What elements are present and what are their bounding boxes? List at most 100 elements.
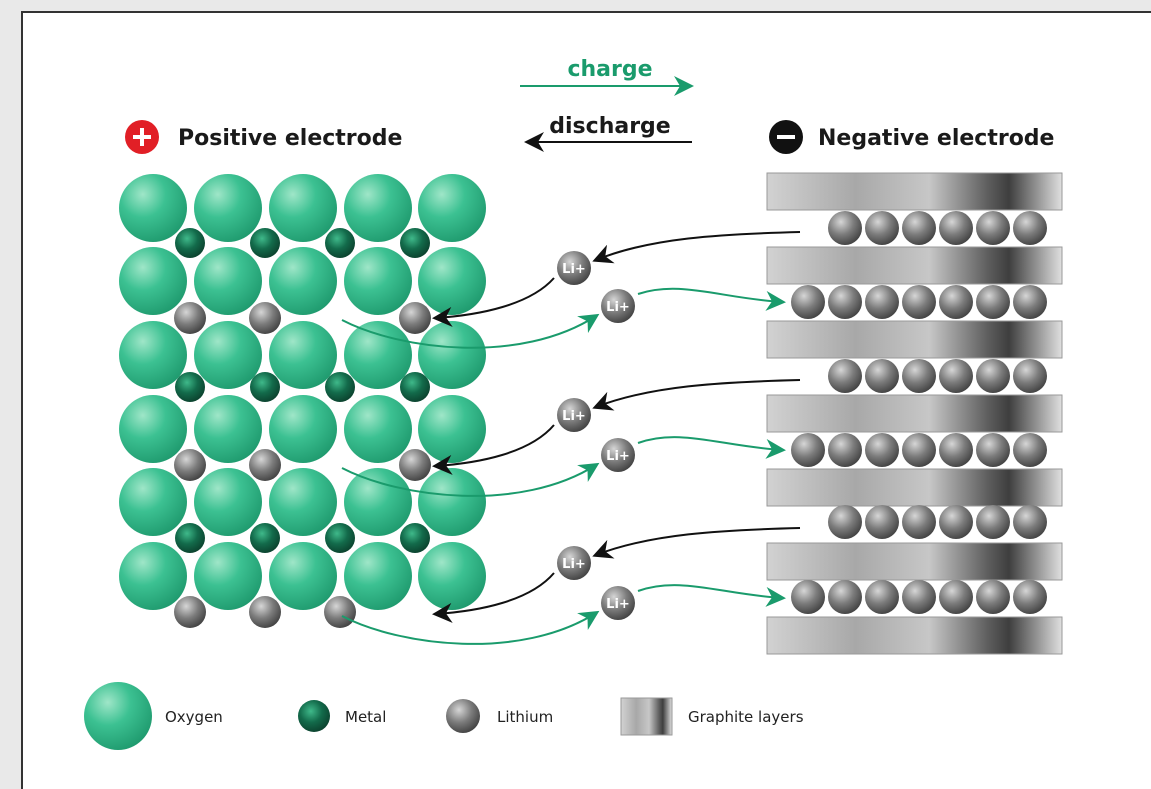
discharge-path <box>592 527 801 559</box>
lithium-ion <box>557 546 591 580</box>
oxygen <box>269 542 337 610</box>
oxygen <box>269 468 337 536</box>
oxygen <box>194 247 262 315</box>
lithium <box>1013 433 1047 467</box>
lithium <box>976 285 1010 319</box>
oxygen <box>194 395 262 463</box>
graphite-layer <box>766 320 1063 359</box>
lithium <box>249 302 281 334</box>
positive-label: Positive electrode <box>178 126 402 151</box>
metal <box>250 523 280 553</box>
lithium <box>939 580 973 614</box>
lithium <box>902 580 936 614</box>
ion-label: Li+ <box>606 597 630 612</box>
oxygen <box>194 321 262 389</box>
ion-label: Li+ <box>562 409 586 424</box>
legend-graphite <box>620 697 673 736</box>
oxygen <box>418 247 486 315</box>
oxygen <box>418 468 486 536</box>
charge-path <box>637 436 786 459</box>
oxygen <box>344 174 412 242</box>
lithium <box>791 433 825 467</box>
charge-path <box>637 287 786 311</box>
oxygen <box>119 247 187 315</box>
oxygen <box>418 321 486 389</box>
lithium <box>939 211 973 245</box>
graphite-layer <box>766 172 1063 211</box>
lithium <box>1013 359 1047 393</box>
discharge-path <box>432 424 555 475</box>
atoms <box>119 172 1063 655</box>
graphite-layer <box>766 394 1063 433</box>
lithium <box>939 433 973 467</box>
metal <box>400 523 430 553</box>
lithium <box>828 433 862 467</box>
oxygen <box>119 395 187 463</box>
graphite-layer <box>766 616 1063 655</box>
legend-metal <box>298 700 330 732</box>
negative-label: Negative electrode <box>818 126 1054 151</box>
lithium <box>902 505 936 539</box>
legend-label: Lithium <box>497 708 553 726</box>
lithium <box>828 505 862 539</box>
lithium <box>865 580 899 614</box>
lithium <box>939 505 973 539</box>
lithium <box>976 580 1010 614</box>
oxygen <box>194 174 262 242</box>
lithium <box>174 596 206 628</box>
lithium <box>791 580 825 614</box>
lithium-ion <box>601 289 635 323</box>
oxygen <box>119 468 187 536</box>
plus-sign <box>133 128 151 146</box>
metal <box>250 228 280 258</box>
oxygen <box>269 395 337 463</box>
metal <box>325 228 355 258</box>
lithium <box>976 505 1010 539</box>
oxygen <box>119 174 187 242</box>
lithium <box>324 596 356 628</box>
lithium <box>1013 580 1047 614</box>
legend-lithium <box>446 699 480 733</box>
graphite-layer <box>766 468 1063 507</box>
lithium <box>902 285 936 319</box>
lithium-ion <box>557 251 591 285</box>
lithium-ion <box>601 438 635 472</box>
ion-label: Li+ <box>562 557 586 572</box>
legend-label: Graphite layers <box>688 708 804 726</box>
lithium-ion <box>601 586 635 620</box>
lithium <box>1013 285 1047 319</box>
lithium <box>939 359 973 393</box>
metal <box>325 523 355 553</box>
oxygen <box>194 542 262 610</box>
legend-label: Metal <box>345 708 386 726</box>
lithium <box>174 449 206 481</box>
lithium-ion <box>557 398 591 432</box>
charge-label: charge <box>567 57 652 82</box>
lithium <box>399 302 431 334</box>
oxygen <box>344 468 412 536</box>
oxygen <box>194 468 262 536</box>
lithium <box>249 596 281 628</box>
lithium <box>174 302 206 334</box>
lithium <box>865 211 899 245</box>
lithium <box>976 211 1010 245</box>
lithium <box>976 433 1010 467</box>
charge-path <box>341 462 600 497</box>
lithium <box>902 359 936 393</box>
legend-label: Oxygen <box>165 708 223 726</box>
lithium <box>791 285 825 319</box>
oxygen <box>418 395 486 463</box>
lithium <box>865 285 899 319</box>
oxygen <box>418 174 486 242</box>
ion-label: Li+ <box>606 300 630 315</box>
lithium <box>828 580 862 614</box>
metal <box>175 523 205 553</box>
lithium <box>902 211 936 245</box>
arrows <box>341 76 801 645</box>
lithium <box>865 433 899 467</box>
metal <box>175 372 205 402</box>
oxygen <box>269 321 337 389</box>
oxygen <box>418 542 486 610</box>
oxygen <box>269 174 337 242</box>
